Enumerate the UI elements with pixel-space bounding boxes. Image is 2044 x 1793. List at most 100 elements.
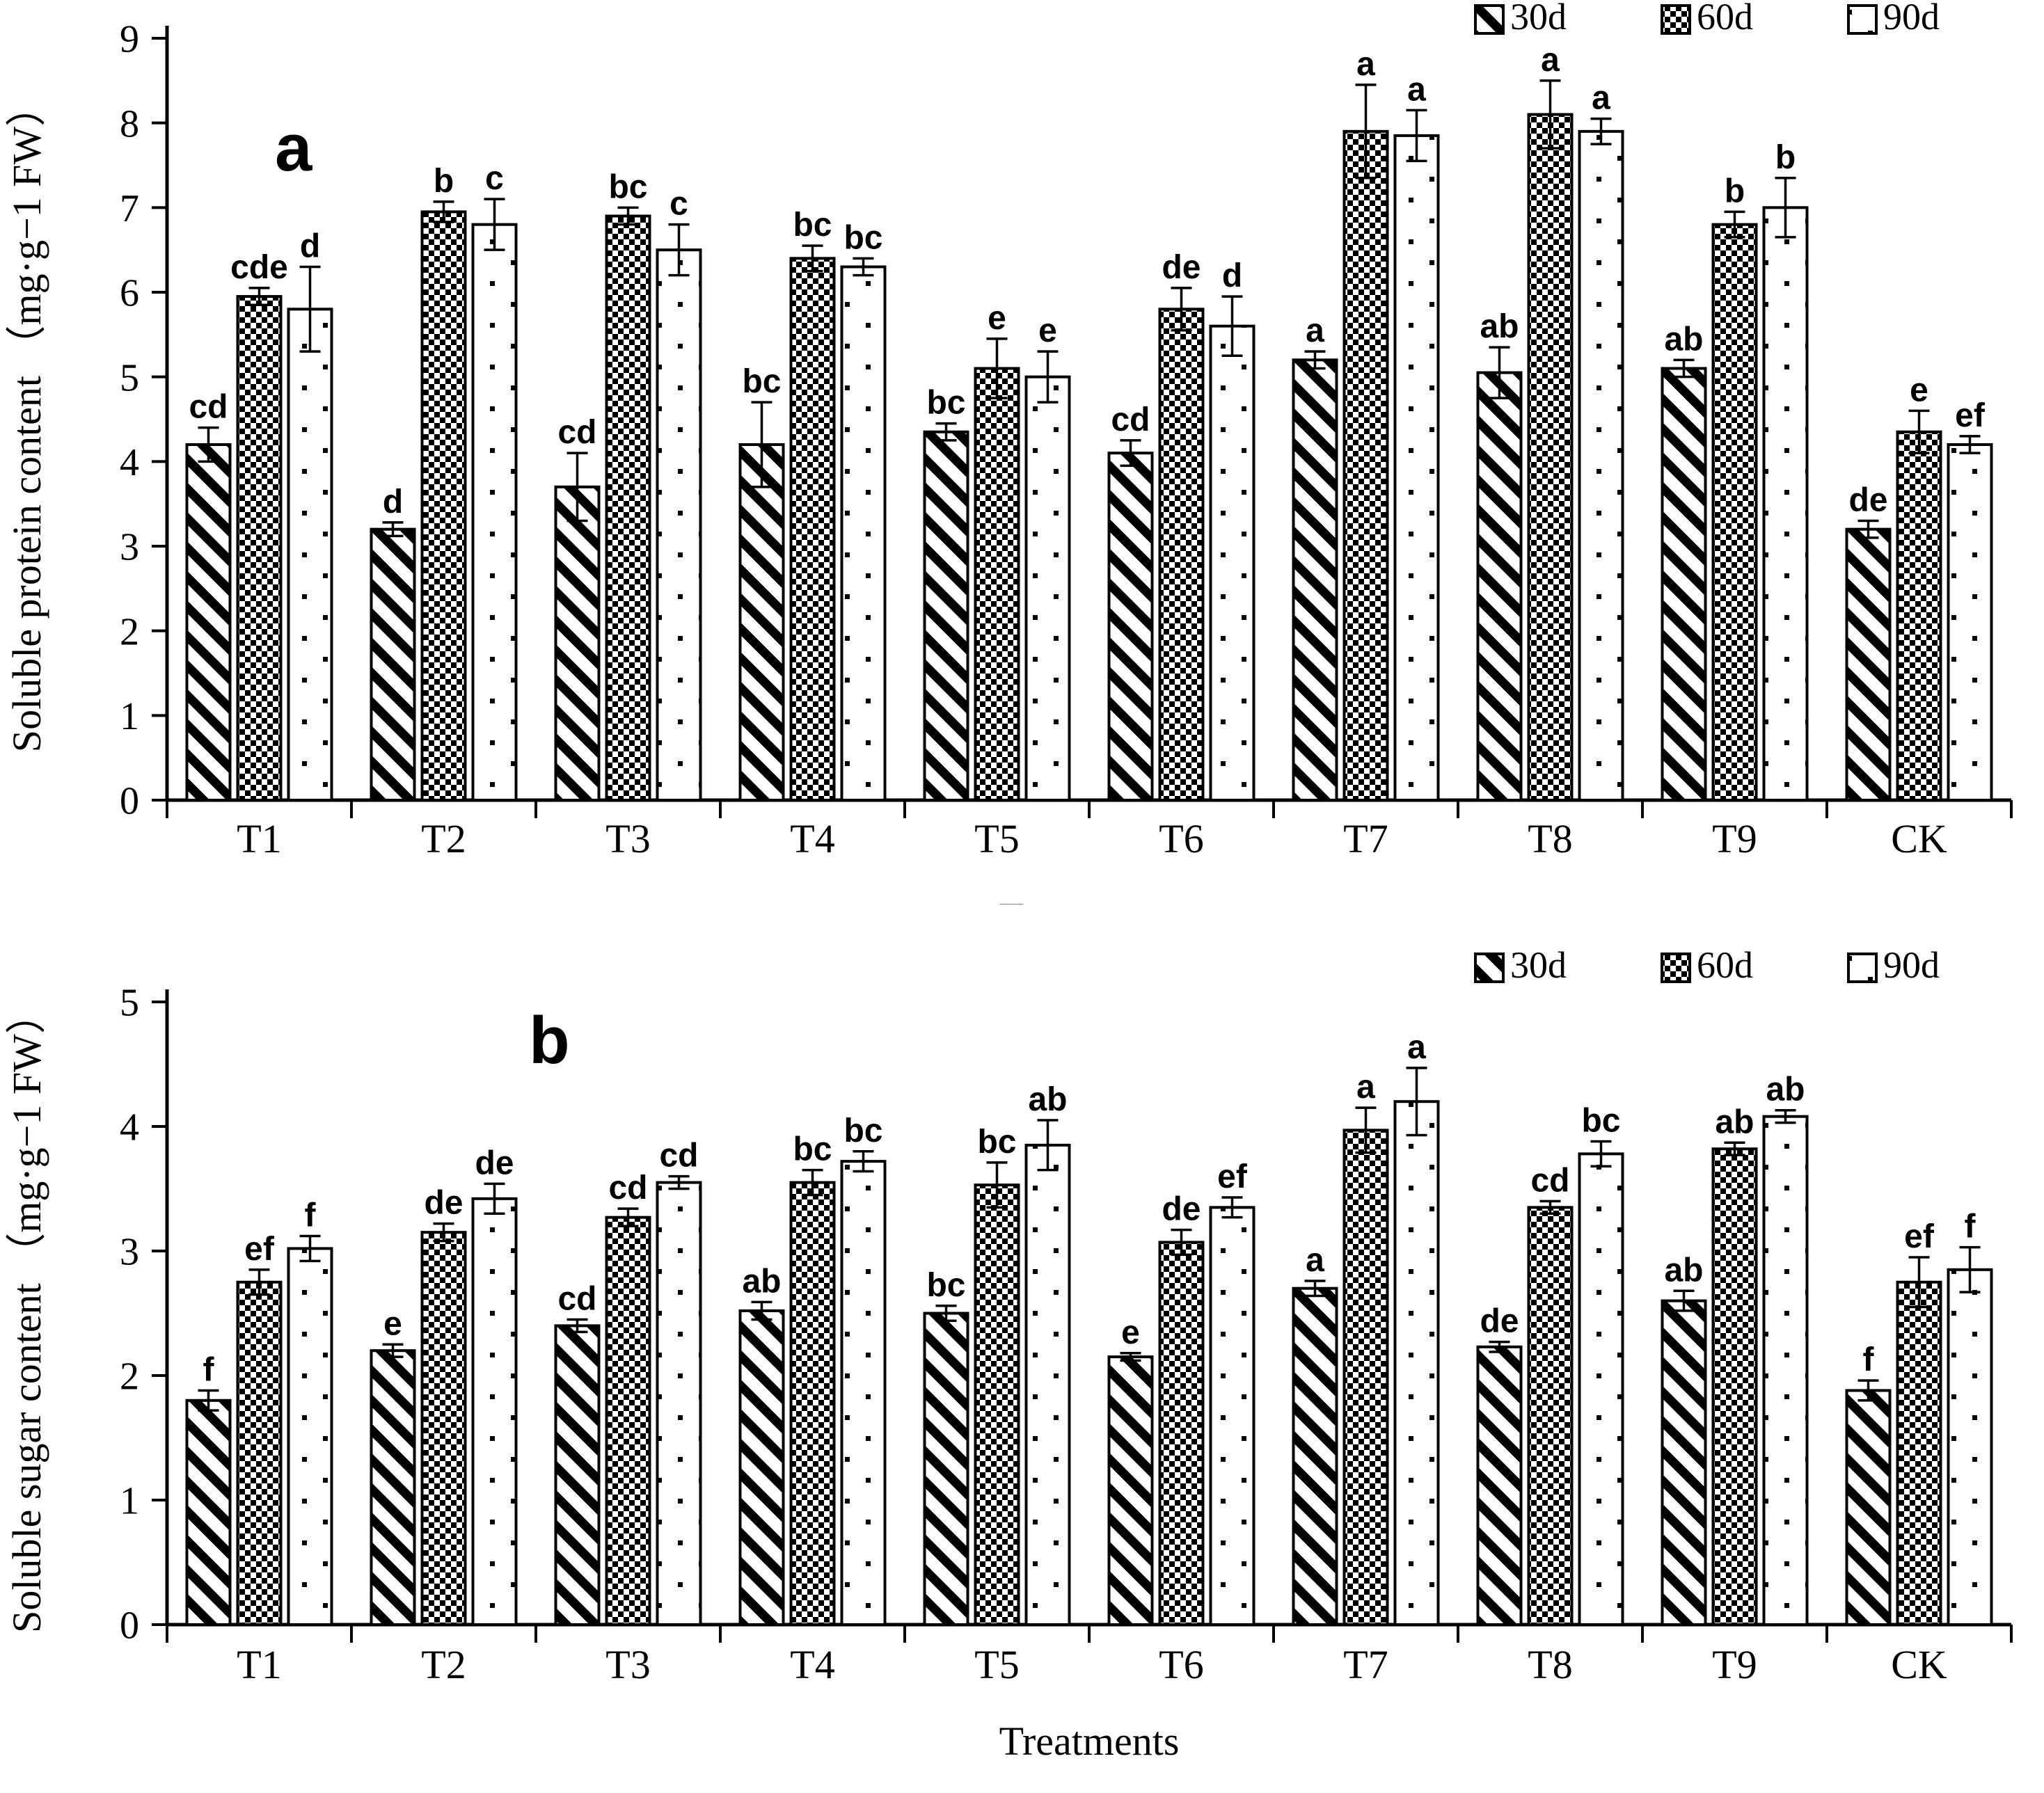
error-bar [935,422,957,442]
sig-letter: f [1863,1341,1875,1378]
sig-letter: c [670,186,688,223]
sig-letter: d [383,484,403,520]
y-tick-label: 5 [120,356,139,399]
sig-letter: ab [1766,1071,1805,1108]
sig-letter: a [1541,42,1560,79]
category-label: T7 [1343,816,1388,861]
sig-letter: ab [1715,1103,1754,1140]
bar-T8-90d [1578,1152,1624,1626]
error-bar [1539,1200,1561,1216]
bar-CK-60d [1896,430,1942,802]
error-bar [1221,295,1243,357]
error-bar [1037,350,1059,404]
legend-swatch-diagonal-stripes [1474,953,1505,983]
error-bar [198,1389,219,1412]
y-tick-label: 4 [120,1106,139,1149]
legend-item-60d: 60d [1661,0,1753,38]
y-tick-label: 2 [120,610,139,653]
bar-T4-90d [840,1160,887,1626]
bar-T3-30d [554,485,601,802]
legend: 30d 60d 90d [1474,944,1940,986]
bar-T9-60d [1711,1147,1758,1627]
category-label: T6 [1159,1642,1203,1687]
legend-swatch-diagonal-stripes [1474,4,1505,35]
error-bar [1221,1196,1243,1219]
legend-item-60d: 60d [1661,944,1753,986]
error-bar [853,257,874,277]
error-bar [1775,1108,1796,1124]
legend-swatch-checkerboard [1661,953,1691,983]
sig-letter: a [1407,71,1426,108]
category-label: T3 [605,816,650,861]
bar-T8-90d [1578,129,1624,802]
category-label: T1 [237,1642,281,1687]
error-bar [935,1305,957,1322]
legend: 30d 60d 90d [1474,0,1940,38]
category-label: CK [1891,1642,1947,1687]
legend-label: 30d [1510,944,1567,986]
error-bar [1489,346,1510,399]
bar-T2-30d [370,527,416,802]
bar-T7-60d [1342,129,1389,802]
bar-T7-90d [1393,1100,1440,1626]
bar-T1-60d [236,295,283,802]
error-bar [1120,439,1141,468]
error-bar [1406,1067,1427,1137]
bar-T2-30d [370,1349,416,1626]
sig-letter: a [1306,312,1324,349]
error-bar [1908,409,1930,454]
bar-T7-60d [1342,1129,1389,1626]
error-bar [1959,1245,1981,1293]
legend-label: 30d [1510,0,1567,38]
error-bar [668,223,690,277]
series-30d: cd d cd bc bc cd a ab ab de [185,308,1892,802]
bar-T7-90d [1393,134,1440,802]
bar-T1-30d [185,443,232,802]
panel-letter: b [529,1003,570,1078]
category-label: T8 [1528,816,1572,861]
series-30d: f e cd ab bc e a de ab f [185,1242,1892,1627]
sig-letter: ef [1955,397,1986,434]
category-label: T3 [605,1642,650,1687]
bar-CK-30d [1845,527,1892,802]
y-tick-label: 2 [120,1355,139,1398]
x-axis-title: Treatments [999,895,1180,905]
sig-letter: a [1356,1069,1375,1106]
sig-letter: b [1775,139,1796,176]
legend-label: 90d [1883,0,1940,38]
error-bar [617,206,639,226]
bar-T5-60d [974,367,1020,802]
bar-T7-30d [1292,358,1338,802]
error-bar [1171,287,1192,332]
y-tick-label: 0 [120,1604,139,1648]
sig-letter: bc [1581,1102,1620,1139]
y-tick-label: 8 [120,102,139,145]
sig-letter: de [475,1145,514,1181]
y-axis-title: Soluble sugar content （mg·g−1 FW） [4,994,49,1633]
bar-T9-90d [1762,1115,1809,1626]
category-label: T4 [790,1642,834,1687]
bar-T6-60d [1158,1241,1205,1627]
legend-item-30d: 30d [1474,0,1567,38]
sig-letter: a [1407,1029,1426,1066]
sig-letter: de [1480,1303,1519,1340]
error-bar [1673,1289,1695,1312]
sig-letter: b [434,163,454,200]
sig-letter: cd [189,389,228,426]
error-bar [1406,109,1427,163]
sig-letter: d [300,228,320,265]
bar-T3-60d [605,214,651,802]
bar-T2-60d [420,1231,467,1626]
y-tick-label: 1 [120,1480,139,1523]
legend-swatch-dots [1847,953,1878,983]
legend-label: 90d [1883,944,1940,986]
error-bar [484,198,505,251]
bar-CK-60d [1896,1280,1942,1626]
sig-letter: bc [608,168,647,205]
error-bar [1673,358,1695,378]
sig-letter: e [988,300,1006,337]
bar-CK-30d [1845,1389,1892,1626]
category-label: T7 [1343,1642,1388,1687]
error-bar [1304,1280,1326,1298]
